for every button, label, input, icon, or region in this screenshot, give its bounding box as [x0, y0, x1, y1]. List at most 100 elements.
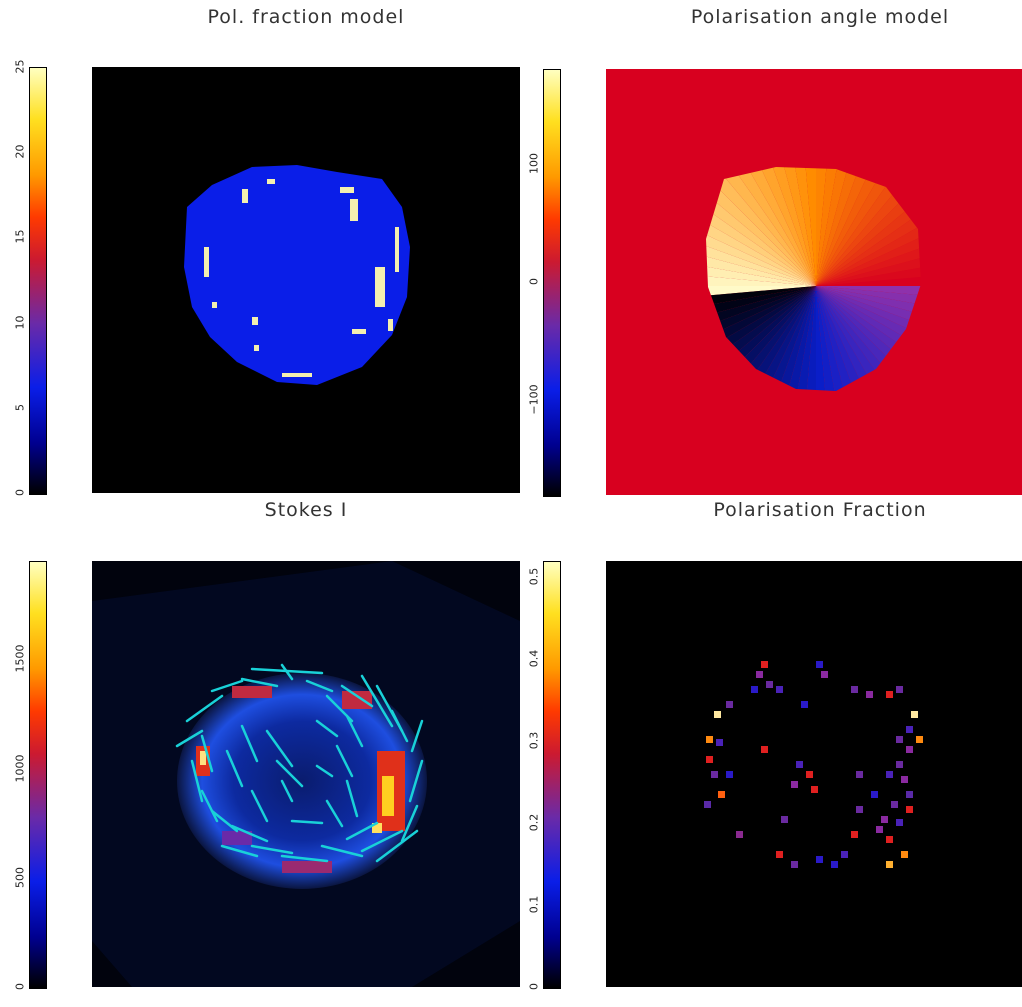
pol-fraction-pixel — [891, 801, 898, 808]
pol-fraction-pixel — [706, 736, 713, 743]
pol-fraction-pixel — [781, 816, 788, 823]
polarisation-vector — [290, 819, 324, 825]
angle-wedge — [706, 197, 816, 286]
angle-wedge — [816, 286, 921, 391]
pol-fraction-pixel — [751, 686, 758, 693]
polarisation-vector — [200, 734, 214, 773]
pol-fraction-pixel — [776, 851, 783, 858]
colorbar-pol-angle — [543, 69, 561, 497]
angle-wedge — [816, 286, 862, 391]
panel-stokes-i — [92, 561, 520, 987]
polarisation-vector — [210, 679, 244, 693]
polarisation-vectors — [175, 663, 424, 863]
angle-wedge — [816, 286, 921, 332]
pol-fraction-pixel — [766, 681, 773, 688]
polarisation-vector — [345, 779, 359, 818]
angle-wedge — [706, 286, 816, 391]
polarisation-vector — [360, 674, 394, 728]
pol-fraction-pixel — [821, 671, 828, 678]
colorbar-tick-label: 0.1 — [527, 895, 541, 914]
polarisation-vector — [275, 759, 304, 788]
bright-knots — [196, 686, 405, 873]
title-pol-fraction-model: Pol. fraction model — [207, 6, 405, 28]
pol-fraction-pixel — [911, 711, 918, 718]
angle-wedge — [706, 167, 816, 286]
pol-fraction-pixel — [896, 686, 903, 693]
pol-fraction-pixel — [806, 771, 813, 778]
pol-fraction-pixel — [896, 736, 903, 743]
polarisation-vector — [315, 719, 339, 738]
polarisation-vector — [325, 799, 344, 828]
pol-fraction-pixel — [776, 686, 783, 693]
angle-wedge — [706, 286, 816, 391]
pol-fraction-pixel — [811, 786, 818, 793]
polarisation-vector — [375, 829, 419, 863]
polarisation-vector — [280, 663, 294, 681]
polarisation-vector — [240, 724, 259, 763]
colorbar-tick-label: 1000 — [13, 754, 27, 783]
angle-wedge — [793, 286, 816, 391]
angle-wedge — [816, 218, 921, 286]
pol-fraction-pixel — [761, 661, 768, 668]
polarisation-fraction-image — [704, 661, 923, 868]
angle-disc — [706, 167, 921, 391]
angle-wedge — [748, 286, 816, 391]
angle-wedge — [706, 240, 816, 286]
angle-wedge — [816, 240, 921, 286]
polarisation-vector — [340, 684, 374, 708]
angle-wedge — [706, 167, 816, 286]
pol-fraction-pixel — [906, 791, 913, 798]
polarisation-vector — [305, 679, 334, 693]
angle-wedge — [816, 286, 921, 391]
pol-fraction-pixel — [901, 851, 908, 858]
angle-wedge — [816, 286, 921, 375]
polarisation-vector — [360, 829, 404, 853]
pol-fraction-pixel — [856, 771, 863, 778]
angle-wedge — [770, 286, 816, 391]
colorbar-tick-label: 0.5 — [527, 568, 541, 586]
polarisation-vector — [230, 824, 269, 843]
pol-fraction-pixel — [726, 771, 733, 778]
angle-wedge — [706, 286, 816, 391]
angle-wedge — [706, 286, 816, 391]
pol-fraction-pixel — [761, 746, 768, 753]
pol-fraction-pixel — [851, 686, 858, 693]
pol-fraction-pixel — [896, 761, 903, 768]
angle-wedge — [816, 197, 921, 286]
angle-wedge — [706, 263, 816, 286]
stokes-i-image — [92, 561, 520, 987]
angle-wedge — [816, 286, 921, 309]
colorbar-tick-label: 0.2 — [527, 813, 541, 832]
polarisation-vector — [408, 759, 424, 803]
angle-wedge — [748, 167, 816, 286]
pol-fraction-pixel — [876, 826, 883, 833]
angle-wedge — [816, 167, 839, 286]
colorbar-tick-label: 0.4 — [527, 650, 541, 668]
polarisation-vector — [175, 729, 204, 748]
angle-wedge — [816, 286, 921, 391]
panel-polarisation-angle-model — [606, 69, 1022, 495]
angle-wedge — [816, 167, 862, 286]
angle-wedge — [793, 167, 816, 286]
polarisation-vector — [280, 779, 294, 803]
pol-fraction-pixel — [816, 661, 823, 668]
colorbar-stokes-i — [29, 561, 47, 989]
angle-wedge — [706, 167, 816, 286]
polarisation-vector — [200, 789, 219, 823]
angle-wedge — [706, 218, 816, 286]
pol-fraction-pixel — [866, 691, 873, 698]
colorbar-tick-label: 500 — [13, 866, 27, 888]
colorbar-tick-label: 0 — [13, 983, 27, 990]
pol-fraction-pixel — [756, 671, 763, 678]
colorbar-tick-label: 100 — [527, 152, 541, 174]
panel-polarisation-fraction — [606, 561, 1022, 987]
title-polarisation-angle-model: Polarisation angle model — [690, 6, 950, 28]
angle-wedge — [706, 167, 816, 286]
colorbar-tick-label: 5 — [13, 403, 27, 411]
polarisation-vector — [345, 821, 379, 841]
angle-wedge — [706, 286, 816, 391]
polarisation-vector — [265, 729, 294, 768]
pol-fraction-pixel — [831, 861, 838, 868]
colorbar-tick-label: 20 — [13, 144, 27, 159]
polarisation-vector — [400, 804, 419, 843]
